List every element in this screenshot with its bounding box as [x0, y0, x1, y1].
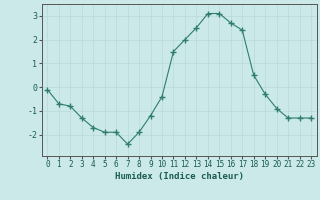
X-axis label: Humidex (Indice chaleur): Humidex (Indice chaleur)	[115, 172, 244, 181]
